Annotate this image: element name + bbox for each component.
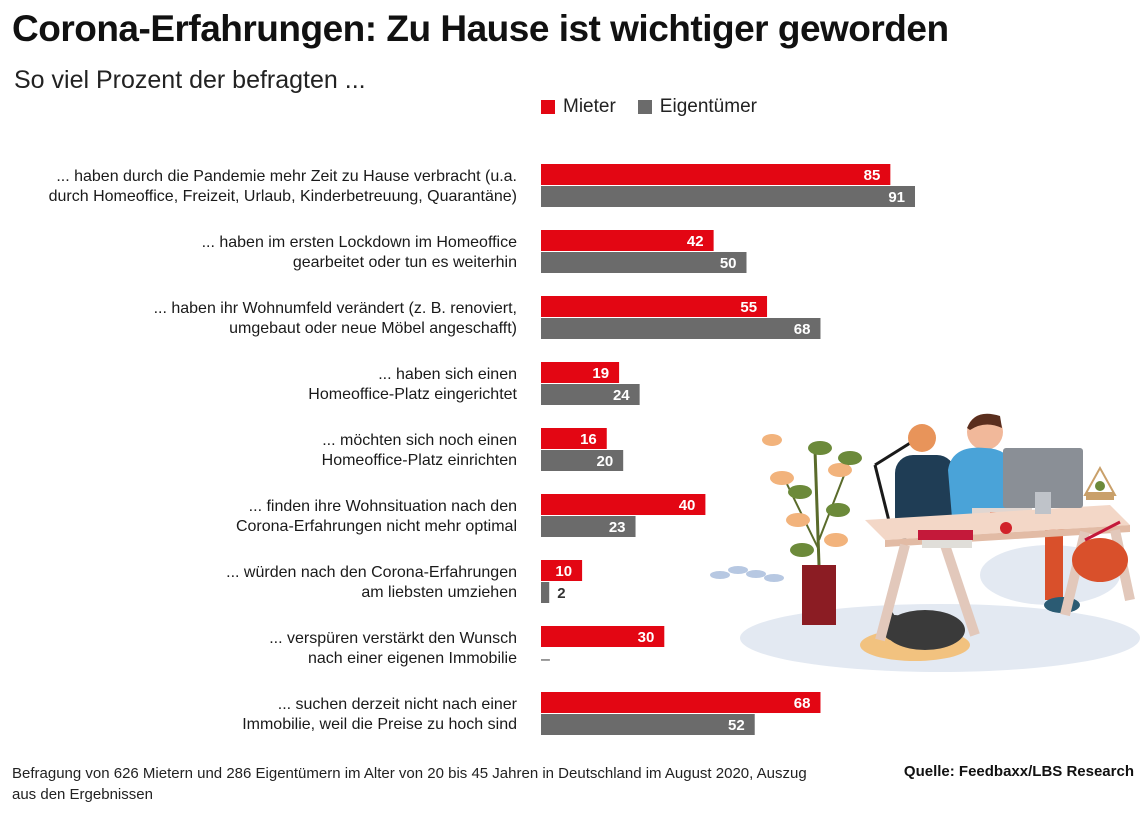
data-label: 50 xyxy=(720,255,737,272)
category-label: nach einer eigenen Immobilie xyxy=(308,650,517,667)
bar-mieter xyxy=(541,626,665,647)
data-label: 91 xyxy=(888,189,905,206)
data-label: 85 xyxy=(864,167,881,184)
legend-item-mieter: Mieter xyxy=(541,96,616,118)
data-label: 19 xyxy=(592,365,609,382)
bar-mieter xyxy=(541,230,714,251)
category-label: ... haben ihr Wohnumfeld verändert (z. B… xyxy=(154,300,517,317)
bar-eigentuemer xyxy=(541,516,636,537)
legend-label-mieter: Mieter xyxy=(563,96,616,117)
chart-subtitle: So viel Prozent der befragten ... xyxy=(14,66,366,94)
category-label: ... würden nach den Corona-Erfahrungen xyxy=(226,564,517,581)
data-label: 68 xyxy=(794,695,811,712)
category-label: Homeoffice-Platz eingerichtet xyxy=(308,386,517,403)
basket-icon xyxy=(1072,520,1128,582)
data-label: 16 xyxy=(580,431,597,448)
bar-mieter xyxy=(541,428,607,449)
cat-icon xyxy=(860,608,970,661)
data-label: 10 xyxy=(555,563,572,580)
legend-swatch-mieter xyxy=(541,100,555,114)
category-label: ... suchen derzeit nicht nach einer xyxy=(278,696,518,713)
category-label: ... verspüren verstärkt den Wunsch xyxy=(269,630,517,647)
bar-eigentuemer xyxy=(541,384,640,405)
footnote: Befragung von 626 Mietern und 286 Eigent… xyxy=(12,765,807,803)
bar-eigentuemer xyxy=(541,582,550,603)
category-label: ... haben sich einen xyxy=(378,366,517,383)
terrarium-icon xyxy=(1083,465,1117,500)
legend-swatch-eigentuemer xyxy=(637,100,652,114)
data-label: 23 xyxy=(609,519,626,536)
category-label: ... finden ihre Wohnsituation nach den xyxy=(249,498,517,515)
category-label: am liebsten umziehen xyxy=(361,584,517,601)
data-label: 20 xyxy=(597,453,614,470)
legend-label-eigentuemer: Eigentümer xyxy=(659,96,757,117)
monitor-icon xyxy=(1003,448,1083,514)
plant-icon xyxy=(762,434,862,625)
category-label: gearbeitet oder tun es weiterhin xyxy=(293,254,517,271)
bar-eigentuemer xyxy=(541,252,747,273)
bar-chart: ... haben durch die Pandemie mehr Zeit z… xyxy=(49,164,916,735)
data-label: 2 xyxy=(557,585,565,602)
data-label: 52 xyxy=(728,717,745,734)
bar-mieter xyxy=(541,692,821,713)
data-label: 40 xyxy=(679,497,696,514)
data-label: 55 xyxy=(740,299,757,316)
category-label: ... möchten sich noch einen xyxy=(322,432,517,449)
data-label: 24 xyxy=(613,387,630,404)
category-label: durch Homeoffice, Freizeit, Urlaub, Kind… xyxy=(49,188,517,205)
source-note: Quelle: Feedbaxx/LBS Research xyxy=(903,763,1134,780)
bar-eigentuemer xyxy=(541,318,821,339)
category-label: Homeoffice-Platz einrichten xyxy=(322,452,517,469)
bar-mieter xyxy=(541,296,768,317)
category-label: Corona-Erfahrungen nicht mehr optimal xyxy=(236,518,517,535)
bar-mieter xyxy=(541,494,706,515)
data-label: 30 xyxy=(638,629,655,646)
data-label: 42 xyxy=(687,233,704,250)
data-label: 68 xyxy=(794,321,811,338)
category-label: ... haben im ersten Lockdown im Homeoffi… xyxy=(202,234,518,251)
bar-mieter xyxy=(541,560,583,581)
category-label: Immobilie, weil die Preise zu hoch sind xyxy=(242,716,517,733)
bar-missing-label: – xyxy=(541,651,550,668)
category-label: umgebaut oder neue Möbel angeschafft) xyxy=(229,320,517,337)
legend-item-eigentuemer: Eigentümer xyxy=(637,96,757,118)
legend: Mieter Eigentümer xyxy=(541,96,757,118)
category-label: ... haben durch die Pandemie mehr Zeit z… xyxy=(56,168,517,185)
home-office-illustration xyxy=(710,413,1140,672)
bar-eigentuemer xyxy=(541,450,624,471)
chart-title: Corona-Erfahrungen: Zu Hause ist wichtig… xyxy=(12,8,949,49)
bar-mieter xyxy=(541,164,891,185)
bar-eigentuemer xyxy=(541,186,916,207)
bar-eigentuemer xyxy=(541,714,755,735)
floor-leaves xyxy=(710,566,784,582)
bar-mieter xyxy=(541,362,620,383)
